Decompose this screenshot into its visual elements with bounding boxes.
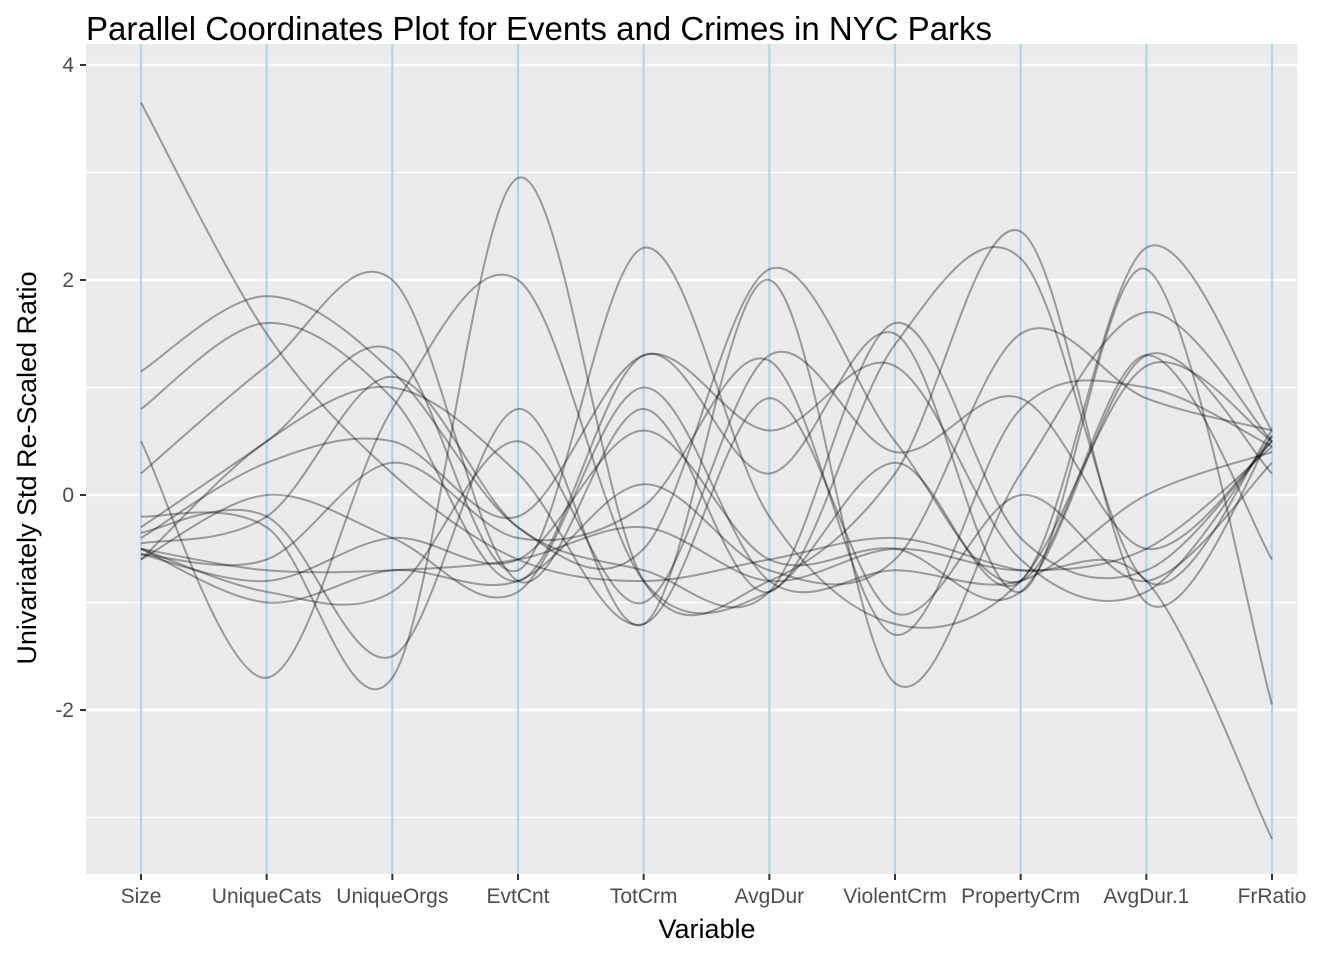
x-axis-ticks: Size UniqueCats UniqueOrgs EvtCnt TotCrm AvgD… bbox=[121, 874, 1307, 908]
x-tick-label-5: AvgDur bbox=[735, 885, 805, 908]
x-tick-label-7: PropertyCrm bbox=[961, 885, 1080, 908]
x-tick-label-1: UniqueCats bbox=[212, 885, 322, 908]
series-line-10 bbox=[140, 357, 1273, 636]
series-line-6 bbox=[140, 246, 1273, 629]
series-line-2 bbox=[140, 267, 1273, 705]
series-line-13 bbox=[140, 352, 1273, 602]
series-line-15 bbox=[140, 321, 1273, 609]
y-axis-ticks: 4 2 0 -2 bbox=[55, 54, 86, 722]
series-line-9 bbox=[140, 351, 1273, 606]
y-tick-label-2: 0 bbox=[62, 484, 74, 507]
series-line-12 bbox=[140, 385, 1273, 626]
x-tick-label-0: Size bbox=[121, 885, 162, 908]
x-tick-label-6: ViolentCrm bbox=[843, 885, 946, 908]
series-line-7 bbox=[140, 278, 1273, 688]
x-tick-label-8: AvgDur.1 bbox=[1103, 885, 1189, 908]
variable-axes bbox=[139, 44, 1274, 874]
series-line-1 bbox=[140, 266, 1273, 584]
chart-title: Parallel Coordinates Plot for Events and… bbox=[86, 10, 992, 47]
series-line-3 bbox=[140, 244, 1273, 679]
y-tick-label-1: 2 bbox=[62, 269, 74, 292]
series-lines bbox=[140, 102, 1273, 840]
x-tick-label-2: UniqueOrgs bbox=[336, 885, 448, 908]
series-line-16 bbox=[140, 445, 1273, 583]
y-axis-title: Univariately Std Re-Scaled Ratio bbox=[12, 271, 42, 664]
series-line-4 bbox=[140, 245, 1273, 593]
minor-gridlines bbox=[86, 171, 1297, 819]
x-tick-label-3: EvtCnt bbox=[486, 885, 549, 908]
x-tick-label-4: TotCrm bbox=[610, 885, 678, 908]
series-line-0 bbox=[140, 102, 1273, 840]
y-tick-label-0: 4 bbox=[62, 54, 74, 77]
x-tick-label-9: FrRatio bbox=[1238, 885, 1307, 908]
panel-background bbox=[86, 44, 1297, 874]
series-line-14 bbox=[140, 327, 1273, 604]
series-line-5 bbox=[140, 176, 1273, 690]
major-gridlines bbox=[86, 63, 1297, 712]
y-tick-label-3: -2 bbox=[55, 699, 74, 722]
series-line-11 bbox=[140, 386, 1273, 599]
x-axis-title: Variable bbox=[658, 914, 755, 944]
series-line-8 bbox=[140, 352, 1273, 603]
